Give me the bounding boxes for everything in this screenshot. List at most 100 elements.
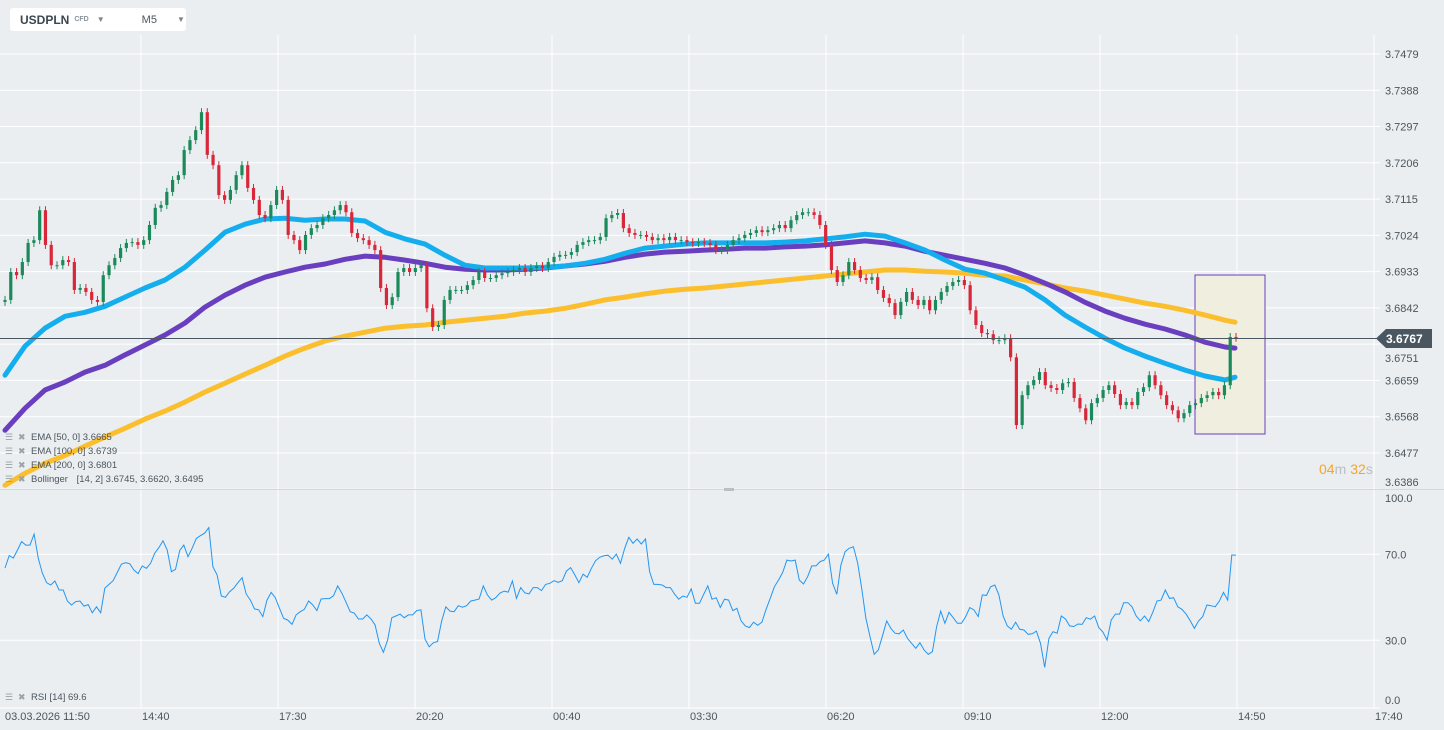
time-tick-label: 09:10 — [964, 711, 992, 723]
candle-body — [910, 291, 914, 300]
timeframe-selector[interactable]: M5 — [141, 13, 157, 26]
chevron-down-icon[interactable]: ▼ — [176, 15, 185, 24]
candle-body — [263, 215, 267, 219]
remove-icon[interactable]: ✖ — [18, 432, 26, 442]
candle — [951, 277, 955, 290]
candle-body — [223, 195, 227, 200]
candle — [1014, 353, 1018, 430]
candle — [1049, 381, 1053, 393]
candle-body — [90, 291, 94, 300]
candle — [1101, 385, 1105, 402]
candle-body — [743, 234, 747, 239]
candle-body — [974, 310, 978, 326]
candle — [777, 220, 782, 233]
candle — [962, 275, 966, 290]
candle-body — [1159, 385, 1163, 396]
price-axis[interactable]: 3.7479 3.7388 3.7297 3.7206 3.7115 3.7024 3.69… — [1385, 49, 1419, 489]
candle-body — [714, 244, 718, 251]
candle-body — [1066, 382, 1070, 384]
candle-body — [477, 272, 481, 280]
pane-resize-handle[interactable] — [724, 488, 734, 491]
candle-body — [309, 228, 313, 235]
candle-body — [355, 232, 360, 239]
price-tick-label: 3.6386 — [1385, 477, 1419, 489]
candle-body — [1141, 387, 1146, 392]
candle-body — [321, 218, 325, 225]
candle — [494, 271, 498, 282]
settings-icon[interactable]: ☰ — [5, 432, 13, 442]
settings-icon[interactable]: ☰ — [5, 446, 13, 456]
candle-body — [1199, 397, 1203, 404]
legend-ema100[interactable]: ☰ ✖ EMA [100, 0] 3.6739 — [5, 446, 117, 457]
candle — [361, 234, 365, 245]
candle-body — [1003, 338, 1007, 341]
remove-icon[interactable]: ✖ — [18, 460, 26, 470]
candle — [107, 261, 111, 280]
candle — [725, 240, 730, 255]
settings-icon[interactable]: ☰ — [5, 474, 13, 484]
time-axis[interactable]: 03.03.2026 11:50 14:40 17:30 20:20 00:40 03:3… — [5, 711, 1403, 723]
candle — [147, 220, 152, 245]
candle — [858, 266, 862, 282]
candle-body — [367, 240, 371, 245]
candle — [1170, 401, 1175, 415]
candle-body — [777, 224, 782, 229]
legend-bollinger[interactable]: ☰ ✖ Bollinger [14, 2] 3.6745, 3.6620, 3.6… — [5, 474, 203, 485]
candle — [795, 211, 799, 225]
candle — [621, 209, 625, 233]
candle-body — [621, 213, 625, 229]
candle — [1113, 381, 1117, 398]
candle — [1124, 397, 1128, 410]
candle — [1228, 332, 1232, 390]
candle-body — [1101, 389, 1105, 398]
candle-body — [829, 244, 834, 271]
remove-icon[interactable]: ✖ — [18, 446, 26, 456]
candle — [743, 230, 747, 243]
chevron-down-icon[interactable]: ▼ — [96, 15, 105, 24]
candle — [176, 171, 180, 184]
candle-body — [182, 150, 186, 176]
candle-body — [575, 244, 579, 253]
candle-body — [101, 275, 105, 302]
candle — [604, 214, 608, 241]
candle-body — [448, 289, 452, 300]
candle-body — [142, 240, 146, 245]
candle-body — [292, 234, 296, 241]
candle-body — [760, 230, 764, 233]
candle — [228, 185, 232, 204]
candle-body — [847, 262, 851, 276]
remove-icon[interactable]: ✖ — [18, 692, 26, 702]
symbol-selector[interactable]: USDPLN — [20, 12, 70, 27]
candle-body — [916, 299, 920, 306]
candle — [413, 264, 417, 277]
candle-body — [899, 301, 903, 316]
candle — [928, 295, 932, 315]
candle — [893, 299, 897, 320]
candle — [1130, 397, 1134, 410]
candle-body — [1165, 395, 1169, 406]
legend-ema50[interactable]: ☰ ✖ EMA [50, 0] 3.6665 — [5, 432, 112, 443]
candle-body — [373, 244, 377, 251]
candle — [610, 211, 614, 223]
candle-body — [275, 189, 279, 206]
candle — [66, 256, 71, 267]
legend-ema200[interactable]: ☰ ✖ EMA [200, 0] 3.6801 — [5, 460, 117, 471]
legend-rsi[interactable]: ☰ ✖ RSI [14] 69.6 — [5, 692, 86, 703]
remove-icon[interactable]: ✖ — [18, 474, 26, 484]
candle-body — [32, 240, 36, 243]
candle-body — [540, 266, 545, 269]
candle — [696, 238, 701, 247]
candle — [991, 330, 995, 345]
settings-icon[interactable]: ☰ — [5, 460, 13, 470]
candle-body — [332, 210, 337, 216]
candle — [171, 175, 175, 196]
candle — [1089, 399, 1094, 425]
candle — [298, 236, 302, 255]
price-tick-label: 3.7479 — [1385, 49, 1419, 61]
candle — [679, 236, 683, 245]
settings-icon[interactable]: ☰ — [5, 692, 13, 702]
candle — [217, 161, 221, 200]
candle — [847, 258, 851, 280]
candle — [500, 269, 504, 280]
